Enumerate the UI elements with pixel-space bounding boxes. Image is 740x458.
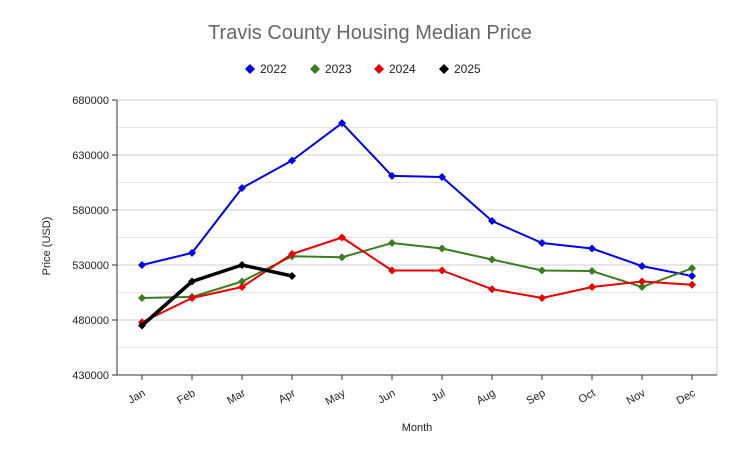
gridlines	[117, 99, 718, 375]
point-2023-jun	[388, 239, 396, 247]
y-tick-label: 530000	[72, 260, 109, 272]
legend: 2022 2023 2024 2025	[245, 62, 481, 76]
point-2023-sep	[538, 266, 546, 275]
series-line-2024	[141, 236, 693, 324]
point-2023-dec	[688, 264, 696, 273]
point-2023-aug	[488, 255, 496, 264]
legend-marker-2025	[439, 64, 449, 74]
y-tick-labels: 430000 480000 530000 580000 630000 680000	[72, 95, 109, 382]
x-tick-label: May	[324, 387, 348, 408]
x-tick-label: Jan	[126, 387, 147, 406]
x-tick-label: Jul	[429, 387, 447, 404]
y-tick-label: 430000	[72, 370, 109, 382]
legend-item-2025[interactable]: 2025	[439, 62, 481, 76]
point-2024-nov	[638, 277, 646, 286]
series-line-2022	[141, 122, 693, 277]
point-2023-jan	[138, 294, 146, 302]
point-2024-feb	[188, 294, 196, 302]
point-2023-nov	[638, 283, 646, 291]
x-tick-label: Feb	[175, 387, 197, 407]
x-tick-labels: Jan Feb Mar Apr May Jun Jul Aug Sep Oct Nov Dec	[126, 387, 698, 408]
point-2022-jun	[388, 171, 396, 180]
series-line-2023	[141, 242, 693, 299]
point-2025-mar	[238, 261, 246, 269]
x-tick-label: Oct	[577, 387, 598, 406]
point-2022-dec	[688, 272, 696, 280]
point-2023-oct	[588, 267, 596, 276]
y-tick-label: 580000	[72, 205, 109, 217]
x-tick-label: Aug	[475, 387, 498, 407]
legend-marker-2022	[245, 64, 255, 74]
chart-title: Travis County Housing Median Price	[208, 22, 532, 44]
point-2023-may	[338, 253, 346, 262]
legend-item-2022[interactable]: 2022	[245, 62, 287, 76]
legend-item-2023[interactable]: 2023	[310, 62, 352, 76]
point-2022-oct	[588, 244, 596, 253]
point-2022-jul	[438, 173, 446, 181]
point-2025-jan	[138, 321, 146, 330]
point-2022-mar	[238, 184, 246, 192]
point-2024-jun	[388, 266, 396, 275]
x-axis-title: Month	[402, 422, 433, 434]
point-2022-aug	[488, 217, 496, 225]
point-2022-apr	[288, 156, 296, 165]
y-tick-label: 630000	[72, 150, 109, 162]
point-2023-mar	[238, 277, 246, 286]
legend-label-2022: 2022	[260, 62, 287, 76]
legend-label-2025: 2025	[454, 62, 481, 76]
x-tick-label: Dec	[675, 387, 698, 407]
series-line-2025	[140, 263, 293, 327]
point-2022-feb	[188, 248, 196, 257]
point-2022-nov	[638, 262, 646, 271]
legend-label-2023: 2023	[325, 62, 352, 76]
y-axis-title: Price (USD)	[41, 217, 53, 276]
legend-marker-2024	[374, 64, 384, 74]
point-2024-may	[338, 233, 346, 242]
x-tick-label: Jun	[376, 387, 397, 406]
point-2025-feb	[188, 277, 196, 286]
x-tick-label: Apr	[277, 387, 298, 406]
point-2024-aug	[488, 285, 496, 294]
y-tick-label: 480000	[72, 315, 109, 327]
point-2022-sep	[538, 239, 546, 247]
x-tick-label: Mar	[225, 387, 248, 407]
legend-marker-2023	[310, 64, 320, 74]
point-2024-oct	[588, 283, 596, 291]
point-2024-mar	[238, 283, 246, 291]
y-tick-label: 680000	[72, 95, 109, 107]
legend-item-2024[interactable]: 2024	[374, 62, 416, 76]
point-2022-may	[338, 119, 346, 128]
x-tick-label: Nov	[625, 387, 648, 407]
series-lines	[138, 119, 696, 330]
legend-label-2024: 2024	[389, 62, 416, 76]
point-2024-jul	[438, 266, 446, 275]
axes	[112, 99, 717, 380]
point-2023-jul	[438, 244, 446, 253]
point-2025-apr	[288, 272, 296, 280]
point-2022-jan	[138, 261, 146, 269]
point-2024-sep	[538, 294, 546, 302]
point-2024-apr	[288, 250, 296, 258]
point-2024-dec	[688, 280, 696, 289]
x-tick-label: Sep	[525, 387, 548, 407]
